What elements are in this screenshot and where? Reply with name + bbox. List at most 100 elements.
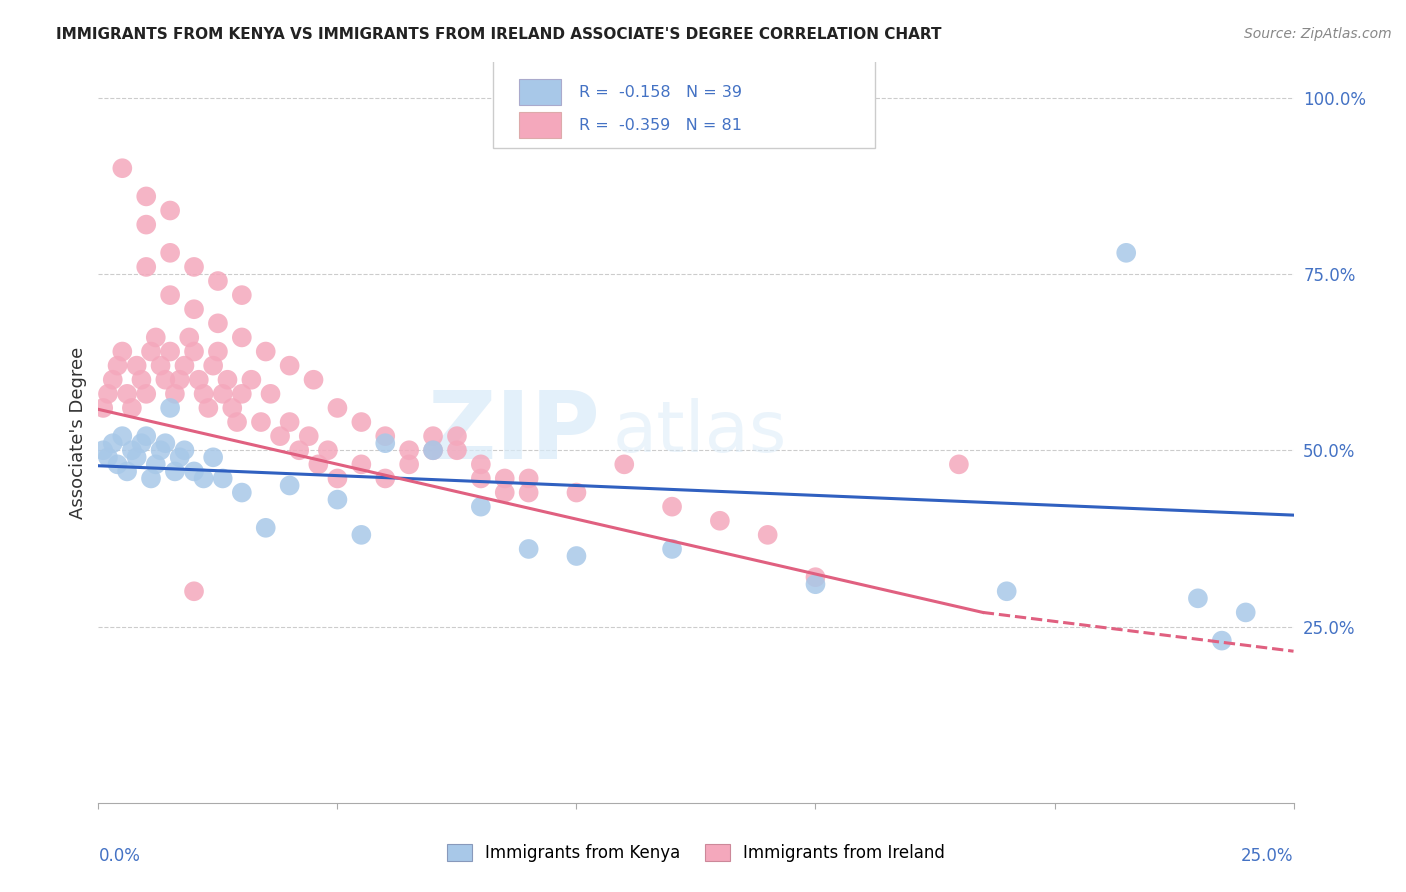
Point xyxy=(374,436,396,450)
Point xyxy=(111,161,134,176)
Point xyxy=(97,387,120,401)
Point xyxy=(422,443,444,458)
Point xyxy=(307,458,329,472)
Point xyxy=(135,429,157,443)
Point xyxy=(135,260,157,274)
Point xyxy=(139,344,162,359)
Point xyxy=(139,471,162,485)
FancyBboxPatch shape xyxy=(494,59,876,147)
Point xyxy=(517,485,540,500)
Point xyxy=(202,450,225,465)
Point xyxy=(350,415,373,429)
Point xyxy=(121,401,143,415)
Y-axis label: Associate's Degree: Associate's Degree xyxy=(69,346,87,519)
Point xyxy=(183,344,205,359)
Point xyxy=(91,443,114,458)
Point xyxy=(207,274,229,288)
Point xyxy=(169,450,191,465)
Point xyxy=(269,429,291,443)
Point xyxy=(470,500,492,514)
Point xyxy=(221,401,243,415)
Point xyxy=(169,373,191,387)
Point xyxy=(135,387,157,401)
Point xyxy=(207,344,229,359)
Point xyxy=(183,260,205,274)
Point xyxy=(756,528,779,542)
Point xyxy=(183,584,205,599)
Point xyxy=(193,387,215,401)
Point xyxy=(125,450,148,465)
Point xyxy=(494,471,516,485)
Point xyxy=(155,436,177,450)
Point xyxy=(155,373,177,387)
Point xyxy=(217,373,239,387)
Point xyxy=(804,577,827,591)
Point xyxy=(101,373,124,387)
Text: ZIP: ZIP xyxy=(427,386,600,479)
Point xyxy=(298,429,321,443)
Point xyxy=(374,471,396,485)
Point xyxy=(326,401,349,415)
Point xyxy=(149,443,172,458)
Point xyxy=(145,330,167,344)
Point xyxy=(163,464,186,478)
Point xyxy=(231,387,253,401)
Point xyxy=(193,471,215,485)
Point xyxy=(159,344,181,359)
Point xyxy=(254,344,277,359)
Point xyxy=(111,429,134,443)
Point xyxy=(159,245,181,260)
Point xyxy=(326,471,349,485)
Point xyxy=(179,330,201,344)
Point xyxy=(91,401,114,415)
Point xyxy=(288,443,311,458)
Point xyxy=(278,415,301,429)
Text: 0.0%: 0.0% xyxy=(98,847,141,865)
Point xyxy=(350,528,373,542)
Point xyxy=(187,373,209,387)
Point xyxy=(1211,633,1233,648)
Point xyxy=(207,316,229,330)
Point xyxy=(661,500,683,514)
Point xyxy=(173,443,195,458)
Point xyxy=(565,549,588,563)
Point xyxy=(125,359,148,373)
Text: 25.0%: 25.0% xyxy=(1241,847,1294,865)
Point xyxy=(231,485,253,500)
Point xyxy=(1187,591,1209,606)
FancyBboxPatch shape xyxy=(519,79,561,105)
Point xyxy=(1234,606,1257,620)
Point xyxy=(231,330,253,344)
Point xyxy=(278,359,301,373)
Point xyxy=(231,288,253,302)
Point xyxy=(183,464,205,478)
Point xyxy=(422,429,444,443)
Point xyxy=(565,485,588,500)
Point xyxy=(316,443,339,458)
Point xyxy=(131,373,153,387)
Point xyxy=(995,584,1018,599)
Point xyxy=(446,443,468,458)
Point xyxy=(374,429,396,443)
Point xyxy=(101,436,124,450)
Point xyxy=(135,189,157,203)
Point xyxy=(278,478,301,492)
Point xyxy=(197,401,219,415)
Point xyxy=(135,218,157,232)
Point xyxy=(115,464,138,478)
Point xyxy=(97,450,120,465)
Point xyxy=(350,458,373,472)
Legend: Immigrants from Kenya, Immigrants from Ireland: Immigrants from Kenya, Immigrants from I… xyxy=(440,837,952,869)
Point xyxy=(470,471,492,485)
Point xyxy=(250,415,273,429)
Point xyxy=(211,387,233,401)
Point xyxy=(422,443,444,458)
Point xyxy=(226,415,249,429)
Point xyxy=(240,373,263,387)
Point xyxy=(709,514,731,528)
Point xyxy=(804,570,827,584)
Point xyxy=(111,344,134,359)
Point xyxy=(254,521,277,535)
Point xyxy=(173,359,195,373)
Point xyxy=(517,541,540,556)
